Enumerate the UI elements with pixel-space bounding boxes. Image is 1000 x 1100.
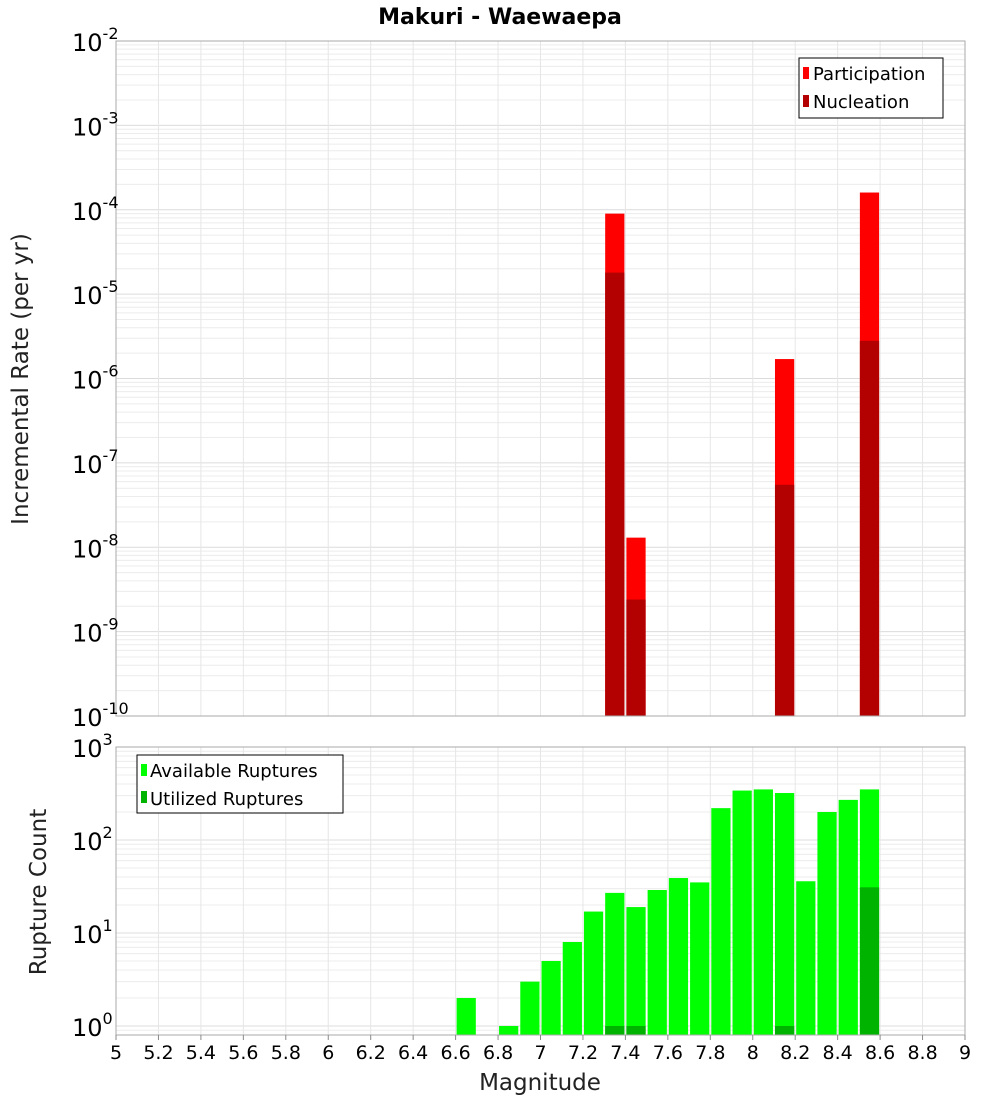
y-tick-label: 10-2: [72, 24, 119, 57]
y-tick-label: 10-8: [72, 530, 119, 563]
y-tick-label: 10-4: [72, 193, 119, 226]
x-tick-label: 5.8: [271, 1042, 301, 1064]
utilized-legend-swatch: [141, 791, 147, 803]
nucleation-bar: [774, 484, 795, 716]
available-ruptures-bar: [541, 960, 561, 1035]
chart-title: Makuri - Waewaepa: [378, 5, 622, 30]
available-ruptures-bar: [520, 981, 540, 1035]
y-tick-label: 101: [72, 916, 113, 949]
y-tick-label: 10-10: [72, 699, 129, 732]
x-tick-label: 5: [110, 1042, 122, 1064]
rate-plot-grid: [115, 40, 966, 717]
x-tick-label: 7: [534, 1042, 546, 1064]
magnitude-x-ticks: 5 5.2 5.4 5.6 5.8 6 6.2 6.4 6.6 6.8 7 7.2 7.4 7.6 7.8 8…: [110, 1035, 971, 1064]
x-tick-label: 7.8: [695, 1042, 725, 1064]
y-tick-label: 100: [72, 1009, 113, 1042]
available-ruptures-bar: [774, 793, 795, 1035]
count-plot-bars: [456, 789, 880, 1035]
available-ruptures-bar: [796, 881, 816, 1035]
count-plot-panel: 100 101 102 103 5 5.2 5.4 5.6 5.8 6 6.2 6.4 6.6 6.8 7…: [26, 730, 971, 1096]
y-tick-label: 10-5: [72, 277, 119, 310]
count-legend-box: [136, 754, 344, 814]
available-ruptures-bar: [499, 1025, 519, 1035]
y-tick-label: 103: [72, 730, 113, 763]
participation-legend-swatch: [803, 67, 809, 79]
nucleation-bar: [626, 599, 646, 716]
x-tick-label: 6.4: [398, 1042, 428, 1064]
available-ruptures-bar: [647, 889, 667, 1035]
y-tick-label: 10-9: [72, 615, 119, 648]
x-tick-label: 8.6: [865, 1042, 895, 1064]
nucleation-bar: [859, 340, 880, 716]
nucleation-bar: [605, 272, 625, 716]
x-tick-label: 6.2: [356, 1042, 386, 1064]
available-ruptures-bar: [711, 808, 731, 1035]
utilized-ruptures-bar: [774, 1025, 795, 1035]
count-y-ticks: 100 101 102 103: [72, 730, 113, 1042]
available-ruptures-bar: [753, 789, 773, 1035]
available-ruptures-bar: [605, 892, 625, 1035]
x-tick-label: 5.2: [143, 1042, 173, 1064]
available-ruptures-bar: [668, 878, 689, 1035]
rate-plot-panel: 10-10 10-9 10-8 10-7 10-6 10-5 10-4 10-3 10-2 In…: [8, 24, 966, 732]
y-tick-label: 10-7: [72, 446, 119, 479]
utilized-legend-label: Utilized Ruptures: [150, 789, 303, 810]
count-legend: Available Ruptures Utilized Ruptures: [136, 754, 344, 814]
x-tick-label: 5.6: [228, 1042, 258, 1064]
rate-legend-box: [798, 57, 944, 119]
rate-plot-frame: [115, 40, 966, 717]
available-legend-label: Available Ruptures: [150, 761, 318, 782]
x-tick-label: 8.8: [907, 1042, 937, 1064]
x-tick-label: 6.8: [483, 1042, 513, 1064]
available-ruptures-bar: [732, 790, 752, 1035]
available-legend-swatch: [141, 764, 147, 776]
y-tick-label: 10-6: [72, 362, 119, 395]
x-tick-label: 8.2: [780, 1042, 810, 1064]
utilized-ruptures-bar: [626, 1025, 646, 1035]
y-tick-label: 102: [72, 823, 113, 856]
magnitude-x-axis-label: Magnitude: [479, 1070, 601, 1096]
available-ruptures-bar: [583, 911, 604, 1035]
rate-legend: Participation Nucleation: [798, 57, 944, 119]
x-tick-label: 8.4: [823, 1042, 853, 1064]
utilized-ruptures-bar: [605, 1025, 625, 1035]
available-ruptures-bar: [817, 812, 837, 1035]
x-tick-label: 9: [959, 1042, 971, 1064]
x-tick-label: 5.4: [186, 1042, 216, 1064]
count-y-axis-label: Rupture Count: [26, 809, 52, 975]
utilized-ruptures-bar: [859, 887, 880, 1035]
nucleation-legend-swatch: [803, 95, 809, 107]
available-ruptures-bar: [562, 942, 582, 1035]
participation-legend-label: Participation: [813, 64, 925, 85]
available-ruptures-bar: [690, 882, 710, 1035]
available-ruptures-bar: [838, 799, 858, 1035]
rate-y-ticks: 10-10 10-9 10-8 10-7 10-6 10-5 10-4 10-3 10-2: [72, 24, 129, 732]
available-ruptures-bar: [456, 997, 476, 1035]
x-tick-label: 7.2: [568, 1042, 598, 1064]
available-ruptures-bar: [626, 907, 646, 1035]
x-tick-label: 6.6: [440, 1042, 470, 1064]
nucleation-legend-label: Nucleation: [813, 92, 909, 113]
x-tick-label: 7.6: [653, 1042, 683, 1064]
y-tick-label: 10-3: [72, 108, 119, 141]
x-tick-label: 8: [747, 1042, 759, 1064]
rate-y-axis-label: Incremental Rate (per yr): [8, 233, 34, 525]
x-tick-label: 7.4: [610, 1042, 640, 1064]
rate-plot-bars: [605, 192, 880, 717]
x-tick-label: 6: [322, 1042, 334, 1064]
